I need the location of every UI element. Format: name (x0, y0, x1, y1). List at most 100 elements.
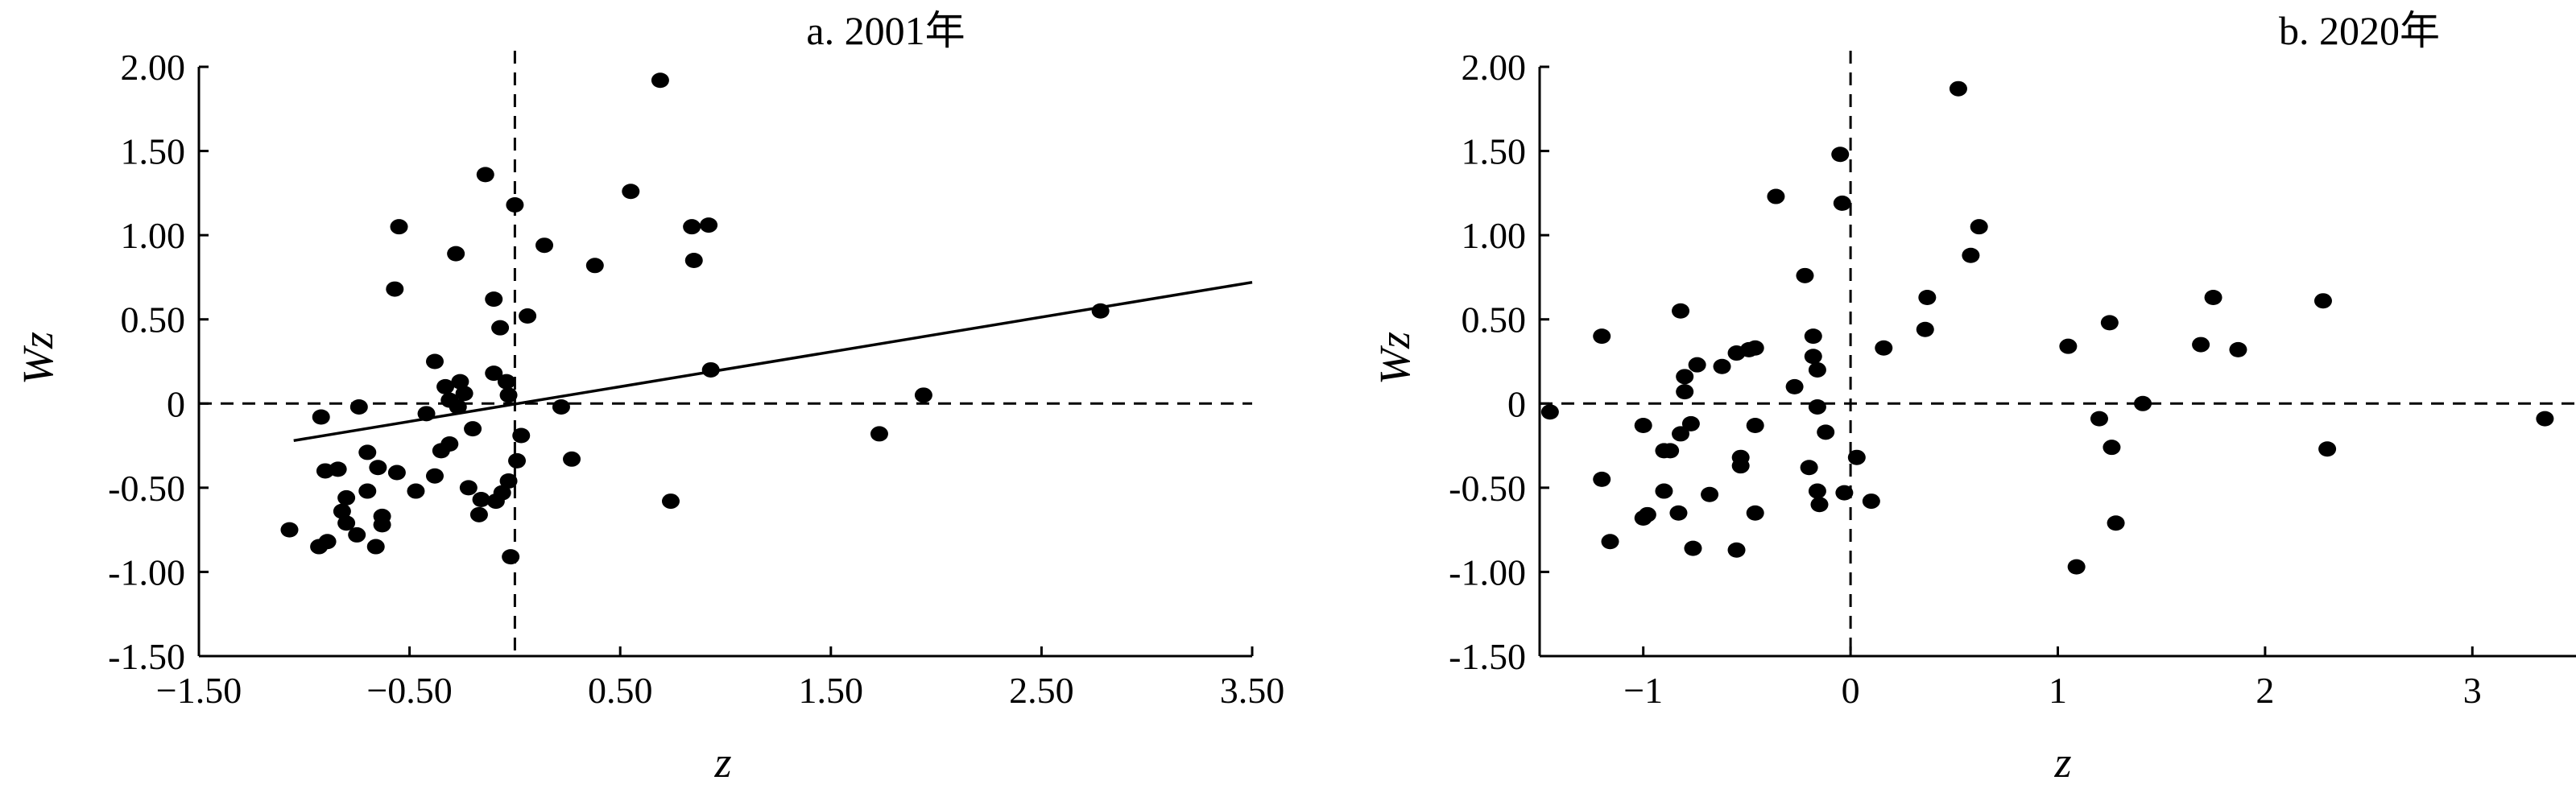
data-point (1593, 471, 1611, 487)
data-point (2100, 315, 2119, 331)
data-point (485, 291, 503, 308)
data-point (1746, 340, 1764, 356)
data-point (2192, 337, 2210, 353)
data-point (1916, 321, 1934, 337)
y-tick-label: 0 (167, 383, 185, 424)
data-point (1804, 328, 1822, 345)
data-point (1835, 485, 1854, 501)
data-point (1796, 267, 1814, 283)
data-point (2313, 293, 2332, 309)
data-point (2103, 440, 2121, 456)
data-point (1746, 417, 1764, 433)
data-point (1875, 340, 1893, 356)
data-point (2229, 341, 2247, 357)
data-point (387, 464, 406, 481)
data-point (2318, 441, 2337, 457)
data-point (1676, 384, 1694, 400)
x-tick-label: 2.50 (1009, 670, 1074, 711)
data-point (1727, 542, 1746, 558)
data-point (425, 353, 444, 370)
data-point (318, 534, 337, 550)
data-point (451, 374, 469, 390)
data-point (1808, 361, 1826, 378)
data-point (684, 253, 703, 269)
x-tick-label: −1.50 (156, 670, 242, 711)
data-point (349, 398, 368, 415)
data-point (497, 374, 515, 390)
data-point (506, 196, 524, 213)
data-point (1746, 505, 1764, 521)
x-tick-label: 1.50 (799, 670, 864, 711)
data-point (1949, 81, 1967, 97)
data-point (1847, 449, 1866, 465)
data-point (329, 461, 347, 477)
data-point (469, 506, 488, 522)
data-point (1540, 404, 1559, 420)
data-point (312, 409, 330, 425)
data-point (1672, 303, 1690, 319)
data-point (1091, 303, 1110, 319)
chart-title: a. 2001年 (806, 8, 965, 53)
data-point (407, 483, 425, 499)
data-point (455, 386, 473, 402)
data-point (464, 421, 482, 437)
data-point (373, 517, 391, 533)
data-point (449, 398, 467, 415)
data-point (366, 539, 385, 555)
data-point (425, 468, 444, 484)
data-point (1655, 483, 1673, 499)
data-point (333, 503, 351, 519)
data-point (1804, 349, 1822, 365)
data-point (622, 184, 640, 200)
x-tick-label: 0.50 (588, 670, 653, 711)
data-point (417, 406, 436, 422)
data-point (552, 398, 570, 415)
data-point (502, 549, 520, 565)
y-tick-label: -1.50 (1449, 636, 1526, 677)
data-point (348, 526, 366, 543)
data-point (1661, 443, 1680, 459)
data-point (1669, 505, 1688, 521)
data-point (1810, 497, 1829, 513)
data-point (369, 460, 387, 476)
x-tick-label: −1 (1623, 670, 1663, 711)
y-tick-label: 1.50 (1462, 131, 1527, 172)
data-point (1684, 540, 1702, 556)
data-point (2067, 559, 2086, 575)
data-point (1601, 534, 1619, 550)
chart-title: b. 2020年 (2279, 8, 2440, 53)
data-point (472, 491, 490, 507)
x-tick-label: −0.50 (366, 670, 452, 711)
data-point (700, 217, 718, 233)
y-tick-label: 2.00 (121, 47, 186, 88)
data-point (476, 167, 494, 183)
data-point (1862, 493, 1880, 510)
data-point (2536, 411, 2554, 427)
x-axis-label: z (2053, 738, 2071, 787)
data-point (436, 378, 455, 394)
data-point (337, 489, 356, 506)
data-point (1785, 378, 1804, 394)
data-point (2107, 515, 2125, 531)
data-point (1970, 219, 1988, 235)
data-point (337, 515, 356, 531)
data-point (390, 219, 408, 235)
data-point (1800, 460, 1818, 476)
data-point (358, 483, 377, 499)
data-point (519, 308, 537, 324)
data-point (1962, 247, 1980, 263)
data-point (508, 452, 527, 469)
y-axis-label: Wz (14, 332, 62, 385)
data-point (1767, 188, 1785, 204)
data-point (447, 246, 465, 262)
x-tick-label: 2 (2256, 670, 2274, 711)
data-point (440, 436, 459, 452)
x-tick-label: 0 (1842, 670, 1860, 711)
data-point (2090, 411, 2108, 427)
y-tick-label: 0 (1507, 383, 1526, 424)
data-point (563, 451, 581, 467)
data-point (1731, 458, 1750, 474)
data-point (1688, 357, 1706, 373)
data-point (485, 365, 503, 382)
